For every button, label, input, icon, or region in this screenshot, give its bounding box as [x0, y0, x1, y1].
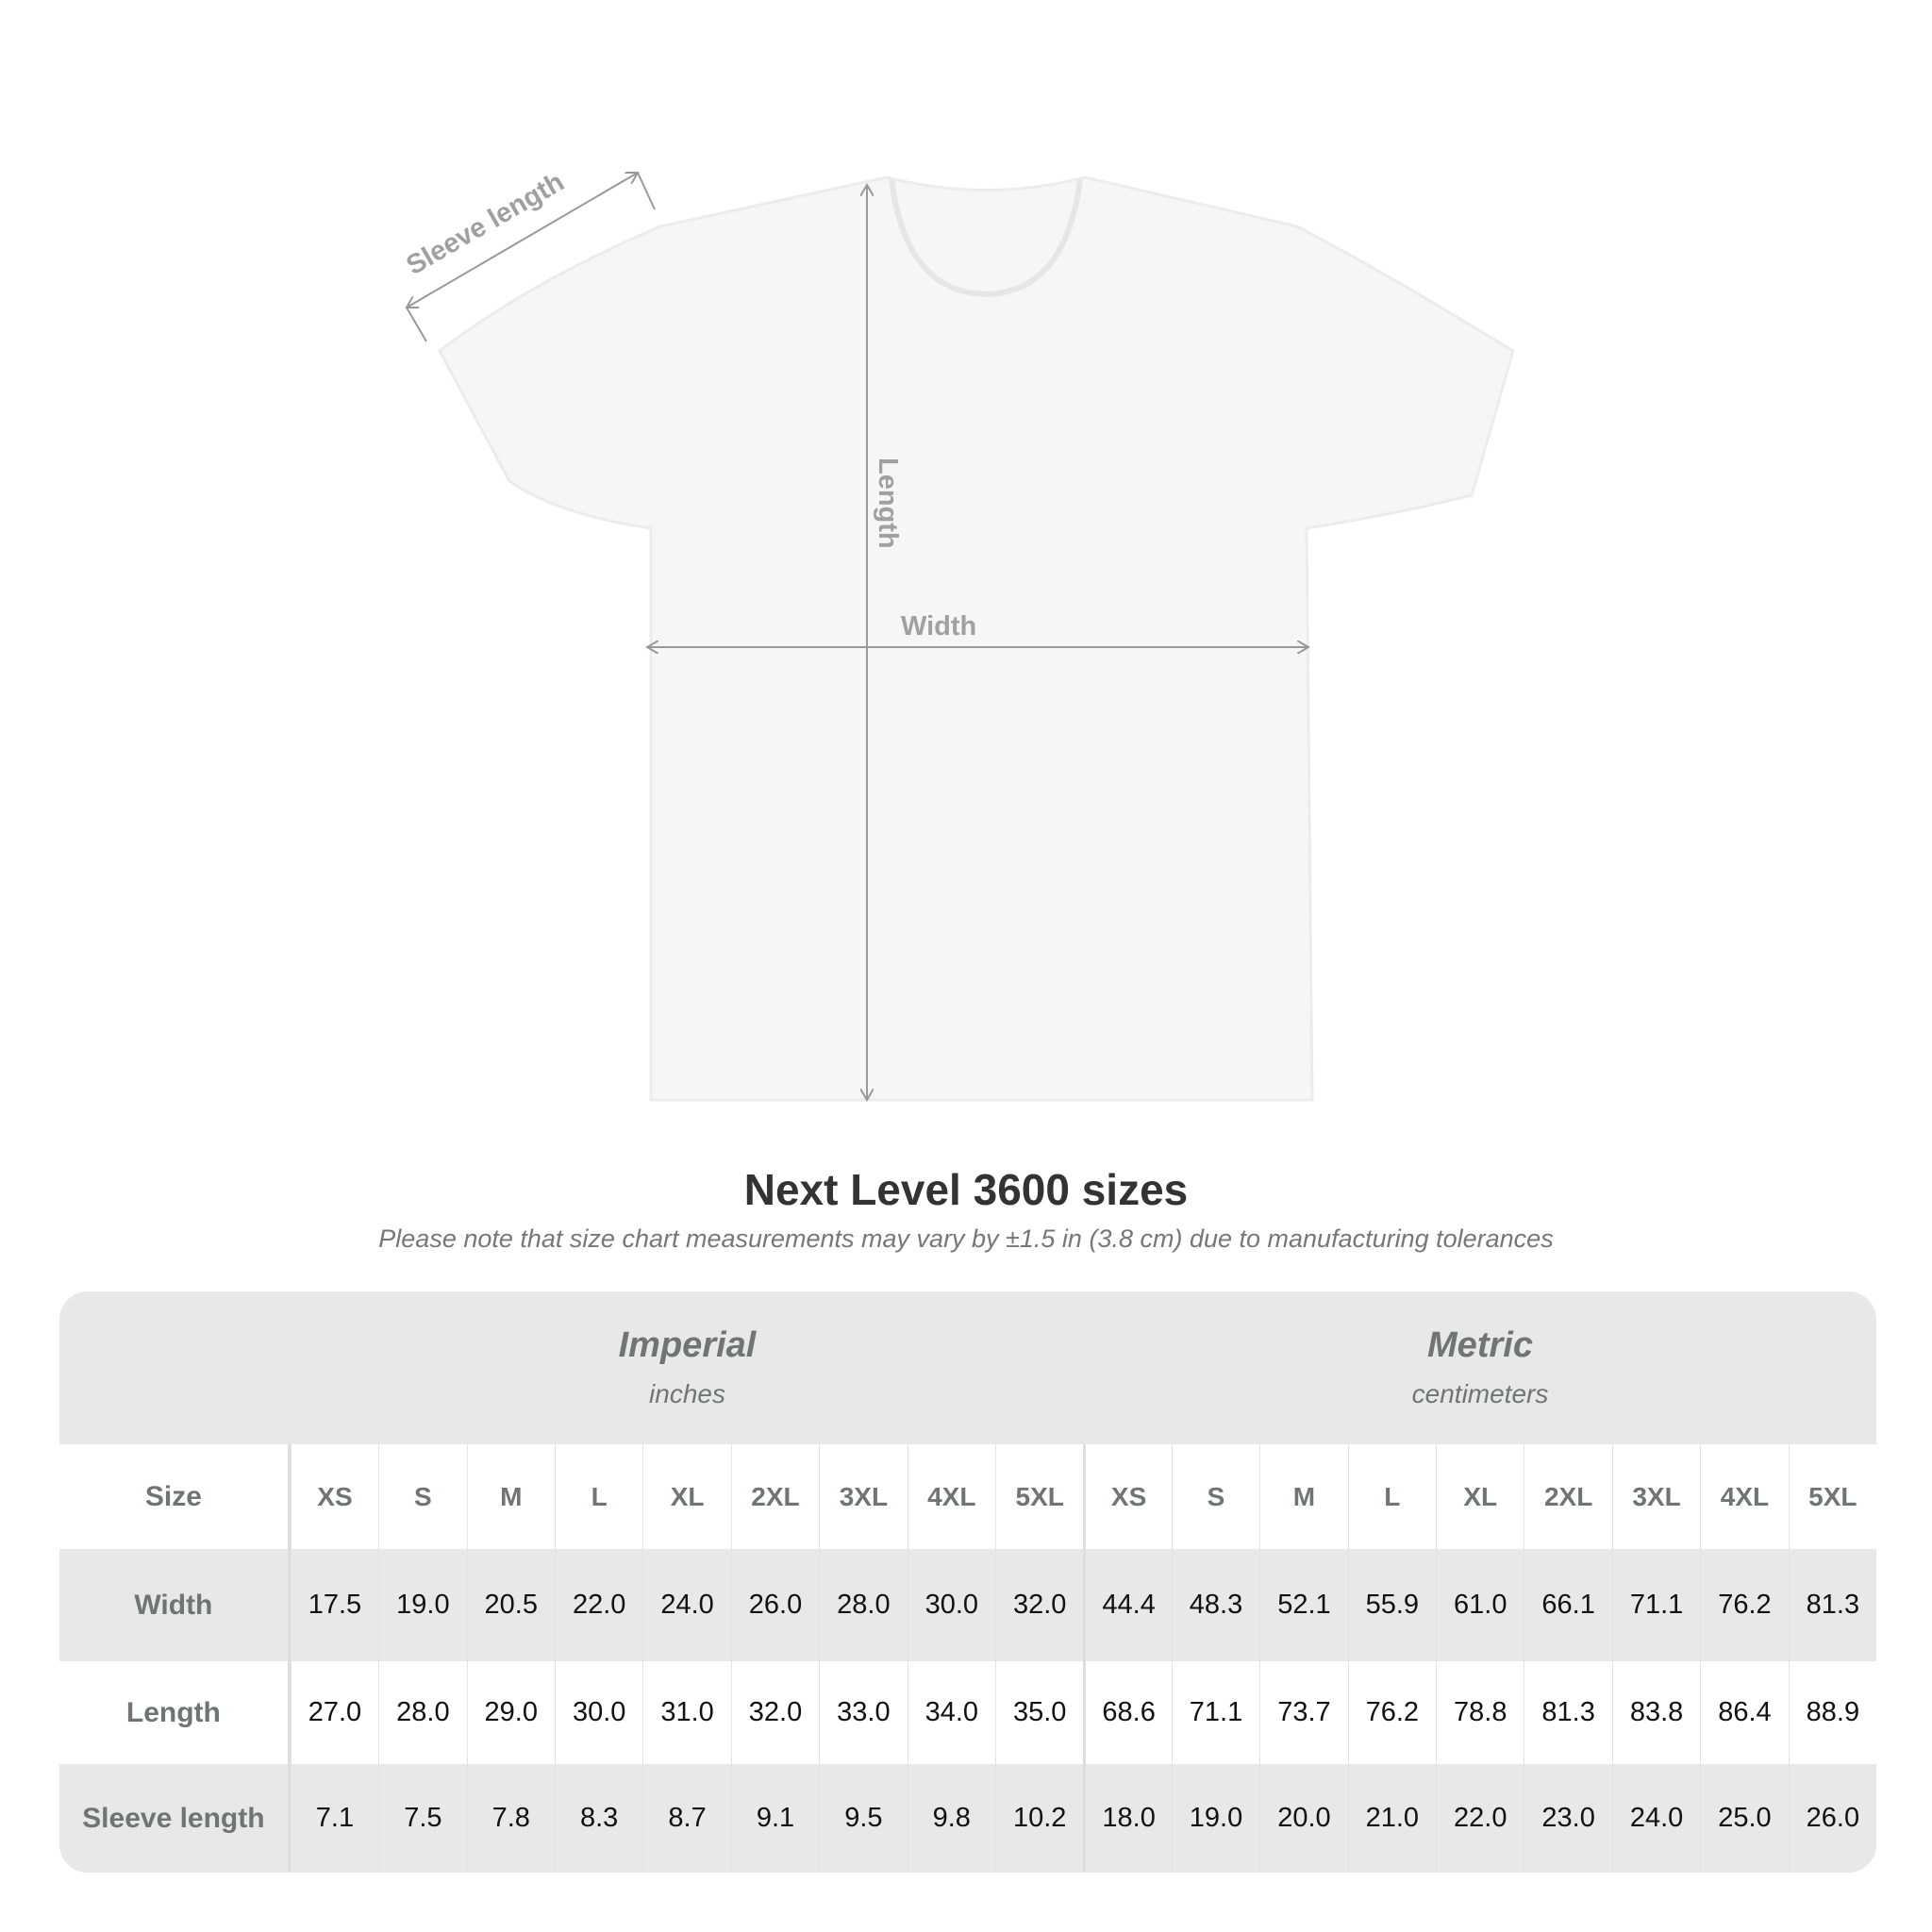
table-row: Sleeve length 7.1 7.5 7.8 8.3 8.7 9.1 9.5 9.8 10.…	[59, 1764, 1876, 1873]
metric-value: 24.0	[1611, 1764, 1700, 1873]
metric-header: Metric centimeters	[1084, 1291, 1876, 1444]
metric-size-S: S	[1171, 1444, 1259, 1549]
row-label: Length	[59, 1661, 291, 1764]
metric-unit: centimeters	[1411, 1379, 1549, 1408]
imperial-size-M: M	[466, 1444, 555, 1549]
imperial-value: 9.1	[730, 1764, 819, 1873]
sleeve-length-label: Sleeve length	[402, 167, 570, 281]
page-title: Next Level 3600 sizes	[743, 1165, 1189, 1214]
imperial-value: 31.0	[642, 1661, 730, 1764]
imperial-value: 7.5	[378, 1764, 466, 1873]
metric-value: 66.1	[1524, 1549, 1611, 1661]
metric-value: 48.3	[1171, 1549, 1259, 1661]
imperial-size-2XL: 2XL	[730, 1444, 819, 1549]
imperial-value: 29.0	[466, 1661, 555, 1764]
imperial-value: 34.0	[907, 1661, 995, 1764]
imperial-value: 22.0	[554, 1549, 642, 1661]
sleeve-tick	[406, 307, 427, 342]
imperial-value: 28.0	[378, 1661, 466, 1764]
imperial-size-4XL: 4XL	[907, 1444, 995, 1549]
imperial-value: 9.8	[907, 1764, 995, 1873]
imperial-size-XS: XS	[290, 1444, 378, 1549]
imperial-value: 10.2	[995, 1764, 1083, 1873]
size-header-row: Size XS S M L XL 2XL 3XL 4XL 5XL XS S M L XL 2XL 3XL 4XL 5…	[59, 1444, 1876, 1549]
imperial-size-5XL: 5XL	[995, 1444, 1083, 1549]
imperial-value: 26.0	[730, 1549, 819, 1661]
imperial-value: 32.0	[995, 1549, 1083, 1661]
metric-size-3XL: 3XL	[1611, 1444, 1700, 1549]
imperial-value: 9.5	[819, 1764, 907, 1873]
metric-value: 20.0	[1259, 1764, 1347, 1873]
imperial-size-S: S	[378, 1444, 466, 1549]
imperial-size-XL: XL	[642, 1444, 730, 1549]
metric-value: 26.0	[1788, 1764, 1876, 1873]
metric-size-M: M	[1259, 1444, 1347, 1549]
metric-value: 21.0	[1347, 1764, 1436, 1873]
size-table: Imperial inches Metric centimeters Size X…	[59, 1291, 1876, 1873]
metric-value: 76.2	[1347, 1661, 1436, 1764]
tshirt-shape	[438, 175, 1515, 1102]
metric-value: 76.2	[1700, 1549, 1788, 1661]
metric-value: 25.0	[1700, 1764, 1788, 1873]
imperial-value: 17.5	[290, 1549, 378, 1661]
length-label: Length	[873, 458, 903, 549]
sleeve-tick	[637, 172, 656, 210]
metric-title: Metric	[1427, 1325, 1533, 1365]
imperial-unit: inches	[649, 1379, 725, 1408]
metric-value: 81.3	[1788, 1549, 1876, 1661]
metric-value: 44.4	[1083, 1549, 1171, 1661]
metric-value: 73.7	[1259, 1661, 1347, 1764]
metric-value: 78.8	[1436, 1661, 1524, 1764]
metric-value: 22.0	[1436, 1764, 1524, 1873]
metric-size-5XL: 5XL	[1788, 1444, 1876, 1549]
metric-value: 61.0	[1436, 1549, 1524, 1661]
imperial-value: 32.0	[730, 1661, 819, 1764]
metric-value: 83.8	[1611, 1661, 1700, 1764]
imperial-value: 28.0	[819, 1549, 907, 1661]
imperial-value: 24.0	[642, 1549, 730, 1661]
metric-size-4XL: 4XL	[1700, 1444, 1788, 1549]
metric-value: 71.1	[1171, 1661, 1259, 1764]
imperial-size-L: L	[554, 1444, 642, 1549]
metric-value: 71.1	[1611, 1549, 1700, 1661]
imperial-value: 7.1	[290, 1764, 378, 1873]
imperial-value: 30.0	[907, 1549, 995, 1661]
row-label: Width	[59, 1549, 291, 1661]
imperial-value: 33.0	[819, 1661, 907, 1764]
metric-value: 86.4	[1700, 1661, 1788, 1764]
metric-value: 23.0	[1524, 1764, 1611, 1873]
imperial-value: 35.0	[995, 1661, 1083, 1764]
imperial-header: Imperial inches	[291, 1291, 1084, 1444]
width-label: Width	[901, 611, 976, 641]
imperial-value: 19.0	[378, 1549, 466, 1661]
sleeve-arrow	[407, 173, 638, 308]
metric-size-XL: XL	[1436, 1444, 1524, 1549]
imperial-value: 8.3	[554, 1764, 642, 1873]
metric-value: 19.0	[1171, 1764, 1259, 1873]
imperial-title: Imperial	[618, 1325, 757, 1365]
metric-size-L: L	[1347, 1444, 1436, 1549]
imperial-value: 27.0	[290, 1661, 378, 1764]
tolerance-note: Please note that size chart measurements…	[378, 1224, 1554, 1253]
row-label: Size	[59, 1444, 291, 1549]
tshirt-collar	[889, 178, 1083, 298]
metric-value: 68.6	[1083, 1661, 1171, 1764]
imperial-value: 20.5	[466, 1549, 555, 1661]
table-row: Length 27.0 28.0 29.0 30.0 31.0 32.0 33.0 34.0 35…	[59, 1661, 1876, 1764]
metric-size-2XL: 2XL	[1524, 1444, 1611, 1549]
tshirt-diagram: Sleeve length Length Width	[402, 167, 1515, 1132]
metric-value: 81.3	[1524, 1661, 1611, 1764]
metric-value: 88.9	[1788, 1661, 1876, 1764]
table-row: Width 17.5 19.0 20.5 22.0 24.0 26.0 28.0 30.0 32.…	[59, 1549, 1876, 1661]
imperial-value: 7.8	[466, 1764, 555, 1873]
row-label: Sleeve length	[59, 1764, 291, 1873]
metric-value: 52.1	[1259, 1549, 1347, 1661]
imperial-value: 30.0	[554, 1661, 642, 1764]
imperial-value: 8.7	[642, 1764, 730, 1873]
metric-value: 18.0	[1083, 1764, 1171, 1873]
imperial-size-3XL: 3XL	[819, 1444, 907, 1549]
metric-size-XS: XS	[1083, 1444, 1171, 1549]
metric-value: 55.9	[1347, 1549, 1436, 1661]
